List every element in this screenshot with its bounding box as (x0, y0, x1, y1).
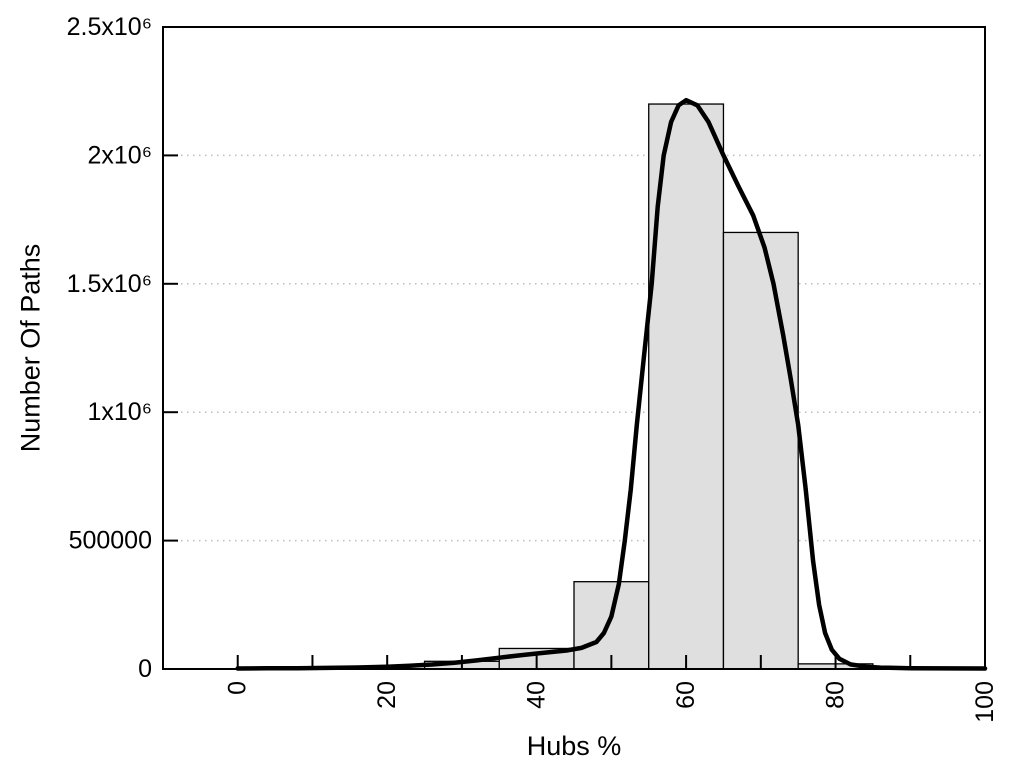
y-tick-label: 1x10⁶ (87, 398, 152, 426)
x-axis-title: Hubs % (526, 731, 622, 761)
y-axis-title: Number Of Paths (15, 243, 46, 453)
x-tick-label: 40 (523, 681, 551, 709)
x-tick-label: 20 (373, 681, 401, 709)
y-tick-label: 0 (138, 655, 152, 683)
x-tick-label: 80 (822, 681, 850, 709)
x-tick-label: 0 (224, 681, 252, 695)
y-tick-label: 2x10⁶ (87, 141, 152, 169)
plot-frame (162, 26, 986, 670)
x-tick-label: 100 (971, 681, 999, 723)
x-tick-label: 60 (672, 681, 700, 709)
y-tick-label: 1.5x10⁶ (67, 270, 152, 298)
y-tick-label: 2.5x10⁶ (67, 13, 152, 41)
histogram-bar (722, 231, 799, 670)
y-tick-label: 500000 (69, 527, 152, 555)
